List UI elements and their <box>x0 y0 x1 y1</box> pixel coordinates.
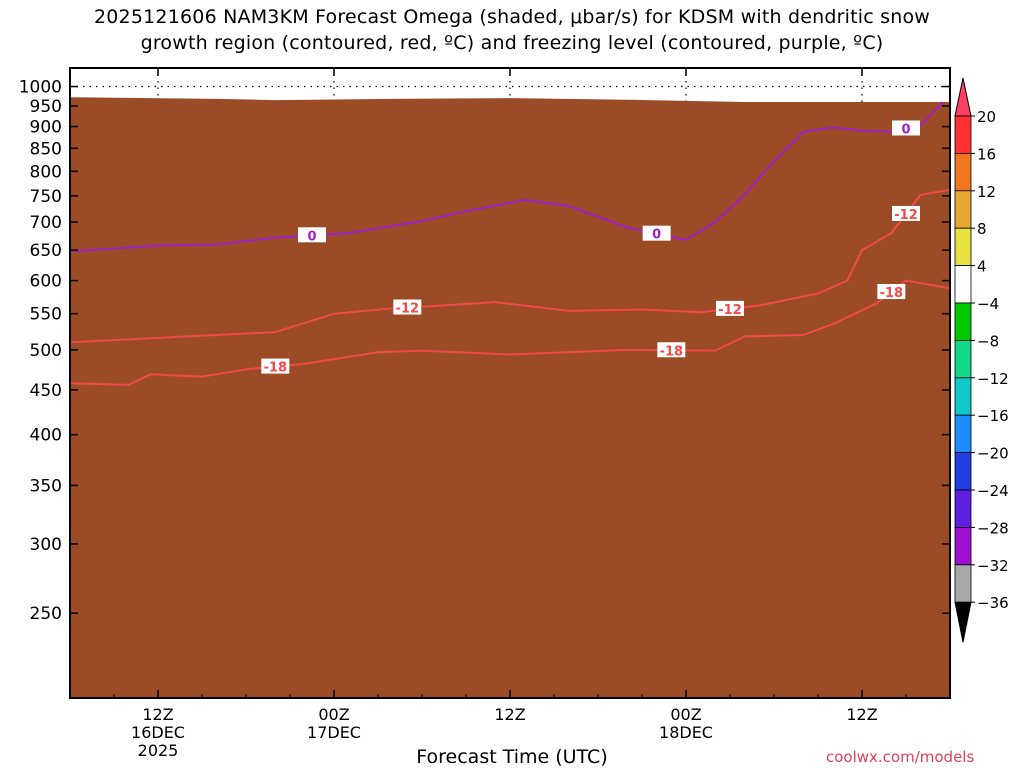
y-tick-label: 500 <box>30 341 62 361</box>
y-tick-label: 850 <box>30 139 62 159</box>
colorbar-swatch <box>954 452 972 491</box>
colorbar-swatch <box>954 564 972 603</box>
colorbar-label: −36 <box>977 594 1009 612</box>
y-tick-label: 400 <box>30 426 62 446</box>
colorbar-swatch <box>954 489 972 528</box>
ground-surface <box>70 97 950 698</box>
surface-fill <box>70 97 950 698</box>
x-axis-label: Forecast Time (UTC) <box>416 746 608 768</box>
y-tick-label: 450 <box>30 381 62 401</box>
colorbar-top-arrow <box>954 77 972 117</box>
contour-label: -18 <box>264 361 288 376</box>
y-tick-label: 600 <box>30 272 62 292</box>
contour-label: -12 <box>894 208 918 223</box>
colorbar-swatch <box>954 227 972 266</box>
colorbar-swatch <box>954 527 972 566</box>
colorbar-swatch <box>954 414 972 454</box>
colorbar-label: 16 <box>977 145 996 163</box>
contour-lines: -18 -18 -18 -12 -12 -12 0 0 0 <box>70 101 950 386</box>
contour-label: 0 <box>652 228 661 243</box>
contour--18 <box>70 279 950 386</box>
x-tick-label: 18DEC <box>659 723 713 742</box>
x-tick-label: 00Z <box>318 705 349 724</box>
contour-label-bg <box>892 120 920 136</box>
y-tick-label: 950 <box>30 97 62 117</box>
x-tick-label: 12Z <box>494 705 525 724</box>
contour--12 <box>70 188 950 344</box>
credit-link[interactable]: coolwx.com/models <box>826 748 975 766</box>
y-tick-label: 1000 <box>19 78 62 98</box>
contour-label: -12 <box>718 303 742 318</box>
chart-title-line2: growth region (contoured, red, ºC) and f… <box>140 32 884 54</box>
colorbar-label: −20 <box>977 445 1009 463</box>
contour-label: 0 <box>307 229 316 244</box>
colorbar-label: −24 <box>977 482 1009 500</box>
colorbar-bottom-arrow <box>954 601 972 643</box>
y-tick-label: 700 <box>30 213 62 233</box>
colorbar-swatch <box>954 115 972 154</box>
colorbar-label: 12 <box>977 183 996 201</box>
colorbar-label: −32 <box>977 557 1009 575</box>
contour-label-bg <box>642 225 671 241</box>
x-tick-label: 12Z <box>142 705 173 724</box>
contour-label: 0 <box>901 122 910 137</box>
colorbar-swatch <box>954 302 972 341</box>
y-tick-label: 800 <box>30 162 62 182</box>
colorbar-label: −8 <box>977 332 999 350</box>
y-tick-label: 250 <box>30 604 62 624</box>
colorbar-swatch <box>954 190 972 229</box>
x-tick-label: 16DEC <box>131 723 185 742</box>
x-tick-label: 17DEC <box>307 723 361 742</box>
colorbar-swatch <box>954 339 972 379</box>
contour-label-bg <box>877 284 906 300</box>
colorbar-label: 8 <box>977 220 987 238</box>
colorbar-swatch <box>954 152 972 192</box>
contour-label-bg <box>393 299 422 315</box>
x-tick-label: 2025 <box>138 741 179 760</box>
contour-label-bg <box>261 358 290 374</box>
y-tick-label: 900 <box>30 118 62 138</box>
contour-label-bg <box>716 300 744 316</box>
colorbar-label: 20 <box>977 108 996 126</box>
x-tick-label: 12Z <box>846 705 877 724</box>
colorbar-label: −16 <box>977 407 1009 425</box>
x-tick-label: 00Z <box>670 705 701 724</box>
y-tick-label: 650 <box>30 241 62 261</box>
y-tick-label: 300 <box>30 535 62 555</box>
colorbar: 20 16 12 8 4 −4 −8 −12 −16 −20 −24 −28 −32 −36 <box>954 77 1009 643</box>
contour-label: -18 <box>660 344 684 359</box>
y-tick-label: 550 <box>30 305 62 325</box>
contour-label-bg <box>298 227 326 243</box>
colorbar-swatch <box>954 265 972 304</box>
contour-label: -12 <box>396 302 420 317</box>
colorbar-label: −28 <box>977 519 1009 537</box>
contour-label: -18 <box>880 286 904 301</box>
y-axis: 2503003504004505005506006507007508008509… <box>19 78 950 624</box>
colorbar-label: −12 <box>977 370 1009 388</box>
colorbar-swatch <box>954 377 972 416</box>
colorbar-label: −4 <box>977 295 999 313</box>
contour-label-bg <box>892 205 920 221</box>
contour-label-bg <box>657 342 686 358</box>
y-tick-label: 350 <box>30 476 62 496</box>
colorbar-label: 4 <box>977 258 987 276</box>
chart-title-line1: 2025121606 NAM3KM Forecast Omega (shaded… <box>93 6 931 28</box>
y-tick-label: 750 <box>30 187 62 207</box>
